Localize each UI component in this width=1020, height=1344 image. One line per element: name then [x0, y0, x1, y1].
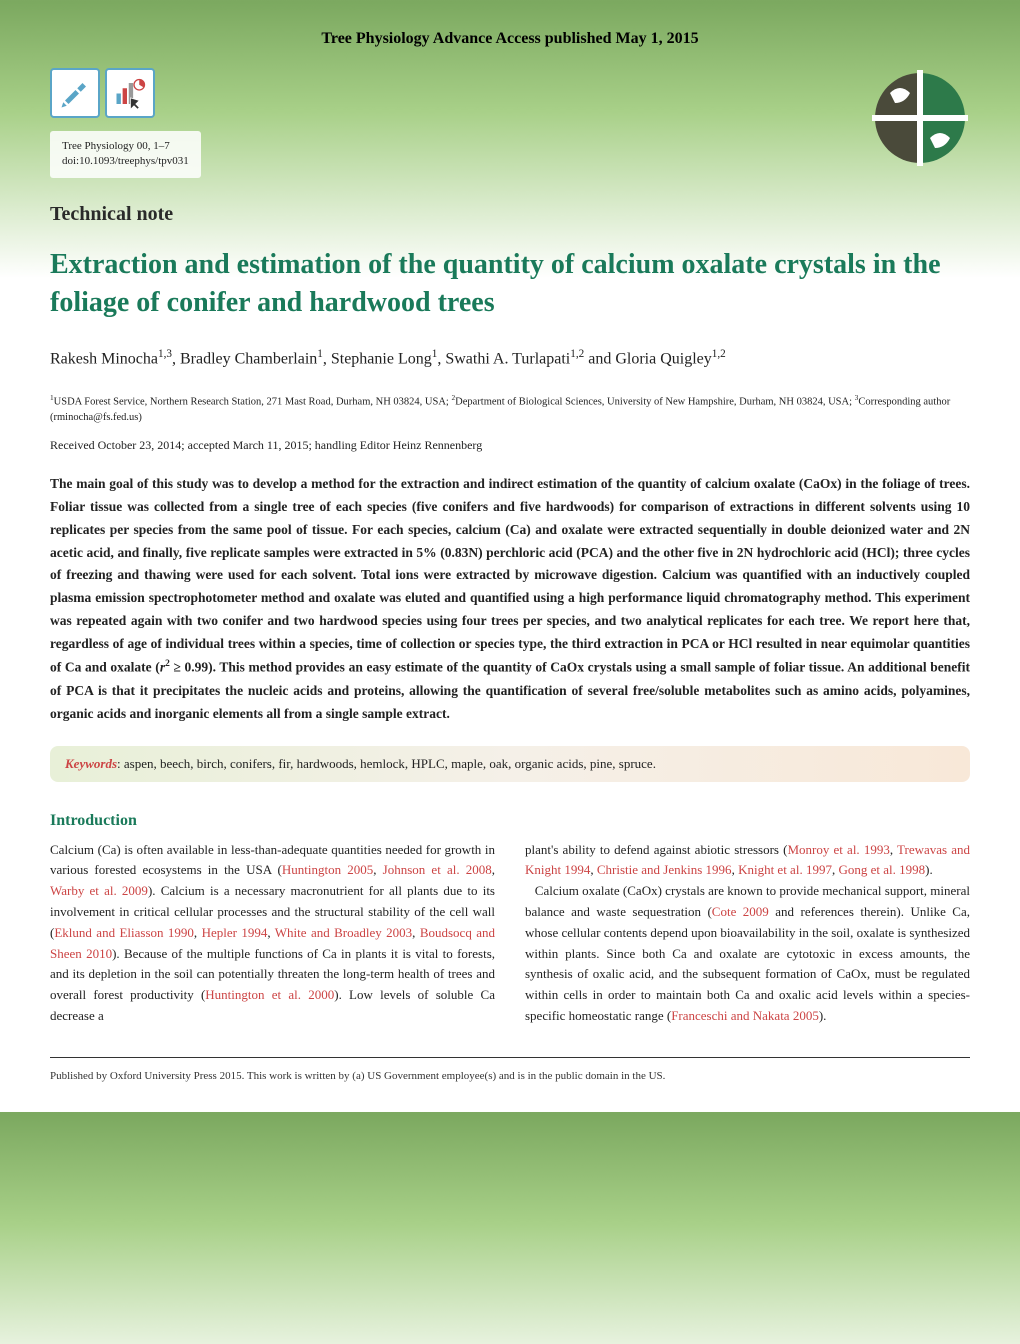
top-meta-row: Tree Physiology 00, 1–7 doi:10.1093/tree… — [50, 68, 970, 178]
footer-copyright: Published by Oxford University Press 201… — [50, 1057, 970, 1082]
body-col-right: plant's ability to defend against abioti… — [525, 840, 970, 1027]
body-col-left: Calcium (Ca) is often available in less-… — [50, 840, 495, 1027]
telescope-icon[interactable] — [50, 68, 100, 118]
received-line: Received October 23, 2014; accepted Marc… — [50, 438, 970, 453]
journal-logo-icon — [870, 68, 970, 168]
left-meta-block: Tree Physiology 00, 1–7 doi:10.1093/tree… — [50, 68, 201, 178]
introduction-heading: Introduction — [50, 812, 970, 830]
advance-access-banner: Tree Physiology Advance Access published… — [50, 30, 970, 48]
keywords-box: Keywords: aspen, beech, birch, conifers,… — [50, 746, 970, 782]
journal-name: Tree Physiology 00, 1–7 — [62, 139, 189, 154]
chart-click-icon[interactable] — [105, 68, 155, 118]
keywords-list: : aspen, beech, birch, conifers, fir, ha… — [117, 756, 656, 771]
body-columns: Calcium (Ca) is often available in less-… — [50, 840, 970, 1027]
article-title: Extraction and estimation of the quantit… — [50, 246, 970, 322]
section-label: Technical note — [50, 203, 970, 226]
authors-list: Rakesh Minocha1,3, Bradley Chamberlain1,… — [50, 346, 970, 371]
keywords-label: Keywords — [65, 756, 117, 771]
abstract-text: The main goal of this study was to devel… — [50, 473, 970, 726]
affiliations: 1USDA Forest Service, Northern Research … — [50, 392, 970, 426]
journal-doi: doi:10.1093/treephys/tpv031 — [62, 154, 189, 169]
journal-info-box: Tree Physiology 00, 1–7 doi:10.1093/tree… — [50, 131, 201, 178]
